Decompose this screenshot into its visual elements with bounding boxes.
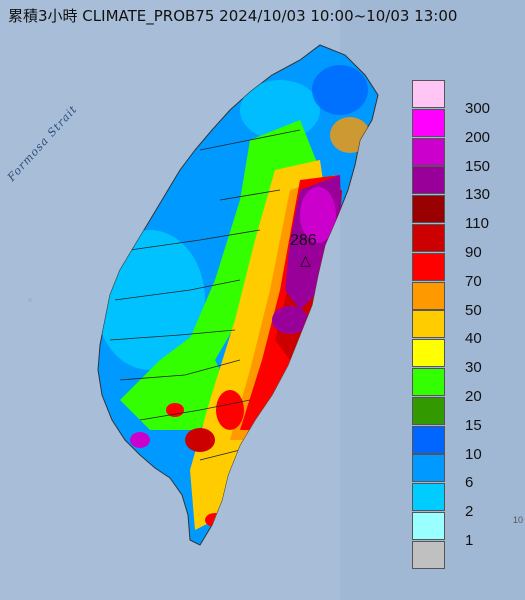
edge-label: 10: [513, 515, 524, 525]
legend-label: 15: [465, 416, 482, 434]
legend-swatch: [412, 281, 445, 310]
legend-label: 50: [465, 301, 482, 319]
legend-swatch: [412, 137, 445, 166]
legend-swatch: [412, 512, 445, 540]
max-value-label: 286: [290, 232, 317, 249]
legend-label: 150: [465, 157, 491, 175]
legend-swatch: [412, 310, 445, 339]
legend-label: 90: [465, 244, 482, 261]
legend-label: 200: [465, 128, 491, 146]
legend-swatch: [412, 483, 445, 512]
legend-label: 300: [465, 100, 491, 117]
legend-swatch: [412, 80, 445, 108]
legend-label: 110: [465, 215, 489, 233]
max-location-icon: △: [300, 252, 311, 268]
legend-swatch: [412, 252, 445, 281]
legend-label: 1: [465, 532, 474, 549]
rainfall-shading: [98, 65, 370, 530]
color-legend: 300 200 150 130 110 90 70 50 40 30 20 15 10 6 2 1: [412, 80, 516, 570]
legend-swatch: [412, 425, 445, 454]
legend-swatch: [412, 166, 445, 195]
map-title: 累積3小時 CLIMATE_PROB75 2024/10/03 10:00~10…: [8, 7, 458, 25]
legend-label: 30: [465, 359, 482, 377]
legend-swatch: [412, 108, 445, 137]
legend-label: 2: [465, 503, 474, 521]
legend-label: 20: [465, 388, 482, 405]
legend-swatch: [412, 339, 445, 368]
legend-swatch: [412, 396, 445, 425]
legend-swatch: [412, 540, 445, 569]
legend-label: 40: [465, 330, 482, 348]
legend-label: 6: [465, 474, 474, 492]
legend-swatch: [412, 195, 445, 224]
legend-label: 70: [465, 272, 482, 290]
legend-swatch: [412, 368, 445, 396]
legend-label: 10: [465, 445, 482, 463]
legend-swatch: [412, 454, 445, 483]
legend-swatch: [412, 224, 445, 252]
legend-label: 130: [465, 186, 491, 204]
